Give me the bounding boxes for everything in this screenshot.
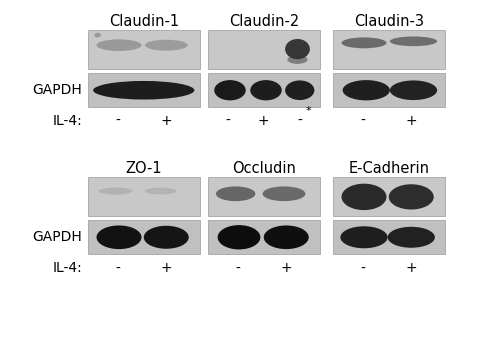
Ellipse shape [342,38,386,48]
Text: GAPDH: GAPDH [32,230,82,244]
Text: -: - [236,261,240,275]
FancyBboxPatch shape [208,177,320,216]
FancyBboxPatch shape [208,220,320,254]
FancyBboxPatch shape [208,30,320,69]
Text: *: * [306,106,312,116]
Text: +: + [280,261,292,275]
Ellipse shape [93,81,194,99]
Ellipse shape [94,33,101,38]
Text: -: - [360,114,366,128]
Ellipse shape [250,80,282,100]
FancyBboxPatch shape [332,30,445,69]
Ellipse shape [264,225,309,249]
Text: Occludin: Occludin [232,161,296,176]
Text: IL-4:: IL-4: [52,261,82,275]
Ellipse shape [216,186,256,201]
Text: -: - [298,114,302,128]
Text: -: - [226,114,230,128]
Ellipse shape [288,55,308,64]
Text: IL-4:: IL-4: [52,114,82,128]
Ellipse shape [340,226,388,248]
Text: E-Cadherin: E-Cadherin [348,161,430,176]
FancyBboxPatch shape [332,73,445,107]
Ellipse shape [389,184,434,210]
Ellipse shape [285,80,314,100]
Ellipse shape [388,227,435,248]
FancyBboxPatch shape [332,177,445,216]
Text: -: - [116,114,120,128]
Ellipse shape [390,37,437,46]
Text: +: + [406,261,417,275]
Text: Claudin-3: Claudin-3 [354,14,424,29]
Ellipse shape [262,186,306,201]
Ellipse shape [96,39,142,51]
FancyBboxPatch shape [208,73,320,107]
Ellipse shape [342,184,386,210]
Text: -: - [116,261,120,275]
Text: Claudin-2: Claudin-2 [228,14,299,29]
FancyBboxPatch shape [332,220,445,254]
FancyBboxPatch shape [88,73,200,107]
FancyBboxPatch shape [88,220,200,254]
Ellipse shape [390,80,437,100]
Text: GAPDH: GAPDH [32,83,82,97]
Ellipse shape [145,188,176,195]
Ellipse shape [144,226,189,249]
FancyBboxPatch shape [88,177,200,216]
FancyBboxPatch shape [88,30,200,69]
Ellipse shape [98,188,132,195]
Text: -: - [360,261,366,275]
Ellipse shape [285,39,310,59]
Text: +: + [160,261,172,275]
Text: ZO-1: ZO-1 [126,161,162,176]
Text: +: + [160,114,172,128]
Ellipse shape [214,80,246,100]
Ellipse shape [145,40,188,51]
Text: Claudin-1: Claudin-1 [108,14,179,29]
Ellipse shape [342,80,390,100]
Ellipse shape [96,225,142,249]
Text: +: + [258,114,270,128]
Text: +: + [406,114,417,128]
Ellipse shape [218,225,260,249]
